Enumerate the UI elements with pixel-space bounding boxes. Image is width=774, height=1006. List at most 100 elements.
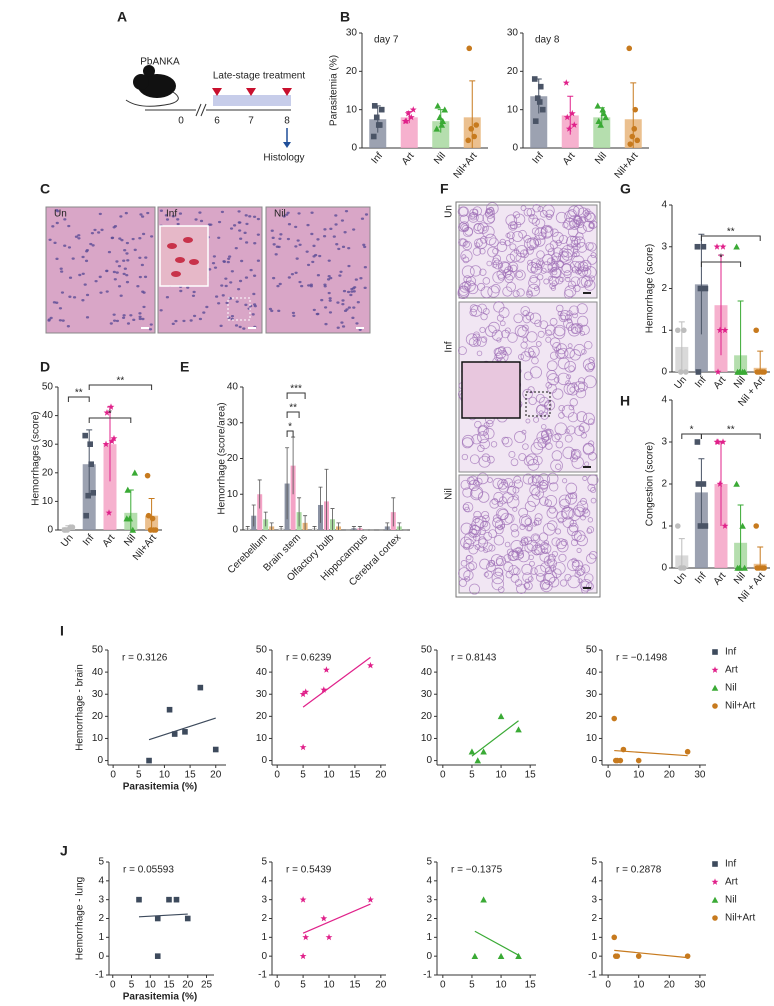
alveolus — [473, 223, 482, 232]
alveolus — [492, 477, 504, 489]
nucleus — [138, 275, 142, 279]
y-tick-label: 20 — [346, 66, 358, 77]
alveolus — [462, 503, 470, 511]
nucleus — [115, 319, 120, 323]
alveolus — [528, 245, 535, 251]
data-point — [497, 952, 505, 959]
data-point — [90, 490, 96, 496]
nucleus — [352, 290, 356, 293]
nucleus — [290, 272, 295, 276]
nucleus — [149, 323, 153, 326]
data-point — [697, 523, 704, 529]
nucleus — [256, 259, 261, 262]
nucleus — [346, 290, 351, 294]
nucleus — [278, 282, 282, 286]
alveolus — [524, 500, 536, 512]
alveolus — [551, 450, 563, 461]
data-point — [468, 748, 476, 755]
alveolus — [461, 453, 469, 461]
nucleus — [242, 327, 246, 330]
alveolus — [491, 498, 499, 505]
nucleus — [229, 281, 233, 284]
alveolus — [518, 453, 527, 462]
alveolus — [503, 561, 514, 572]
nucleus — [244, 276, 249, 279]
nucleus — [141, 232, 146, 236]
alveolus — [491, 329, 503, 341]
nucleus — [117, 285, 122, 288]
data-point — [197, 684, 204, 691]
alveolus — [508, 238, 514, 244]
data-point — [697, 285, 704, 292]
alveolus — [572, 559, 580, 568]
alveolus — [564, 360, 577, 373]
alveolus — [573, 242, 581, 251]
alveolus — [478, 455, 491, 468]
alveolus — [584, 279, 596, 291]
alveolus — [520, 341, 528, 349]
data-point — [721, 522, 729, 529]
alveolus — [472, 206, 482, 216]
y-tick-label: 40 — [256, 667, 268, 678]
alveolus — [550, 459, 563, 473]
nucleus — [356, 301, 360, 304]
nucleus — [341, 325, 346, 328]
data-point — [675, 523, 681, 529]
nucleus — [343, 231, 347, 234]
data-point — [632, 106, 639, 113]
y-tick-label: 4 — [591, 875, 597, 886]
data-point — [110, 434, 118, 442]
alveolus — [545, 209, 554, 219]
alveolus — [520, 351, 531, 362]
alveolus — [559, 579, 568, 587]
nucleus — [352, 228, 356, 231]
data-point — [145, 512, 152, 519]
mouse-icon — [133, 74, 149, 90]
alveolus — [590, 497, 597, 504]
x-tick-label: 10 — [159, 770, 171, 781]
nucleus — [138, 256, 142, 259]
alveolus — [535, 404, 549, 417]
nucleus — [51, 225, 55, 228]
y-tick-label: 0 — [351, 143, 357, 154]
nucleus — [272, 243, 276, 246]
alveolus — [473, 338, 481, 347]
alveolus — [576, 242, 588, 253]
y-axis-label: Hemorrhage (score/area) — [217, 402, 228, 514]
y-tick-label: 20 — [507, 66, 519, 77]
annotation: r = −0.1375 — [451, 865, 503, 876]
data-point — [532, 118, 539, 124]
alveolus — [545, 428, 554, 437]
alveolus — [472, 533, 481, 542]
nucleus — [123, 249, 127, 252]
alveolus — [472, 516, 480, 524]
y-tick-label: 30 — [42, 439, 54, 450]
alveolus — [470, 486, 484, 499]
nucleus — [207, 223, 212, 226]
significance-bracket — [700, 235, 761, 241]
nucleus — [253, 303, 257, 306]
alveolus — [543, 278, 550, 285]
data-point — [599, 106, 607, 113]
nucleus — [229, 227, 234, 230]
alveolus — [525, 246, 534, 255]
data-point — [714, 438, 722, 445]
alveolus — [527, 386, 535, 394]
alveolus — [564, 434, 573, 443]
alveolus — [491, 262, 498, 268]
alveolus — [494, 525, 504, 535]
data-point — [497, 713, 505, 720]
x-tick-label: 0 — [274, 770, 280, 781]
alveolus — [550, 285, 556, 291]
nucleus — [230, 314, 235, 318]
alveolus — [479, 558, 490, 570]
nucleus — [178, 212, 183, 215]
alveolus — [505, 232, 511, 239]
nucleus — [198, 211, 202, 214]
alveolus — [587, 254, 598, 265]
data-point — [85, 492, 91, 499]
alveolus — [549, 317, 558, 326]
legend-label: Nil — [725, 895, 737, 906]
image-label: Nil — [274, 209, 286, 220]
y-tick-label: 1 — [661, 325, 667, 336]
